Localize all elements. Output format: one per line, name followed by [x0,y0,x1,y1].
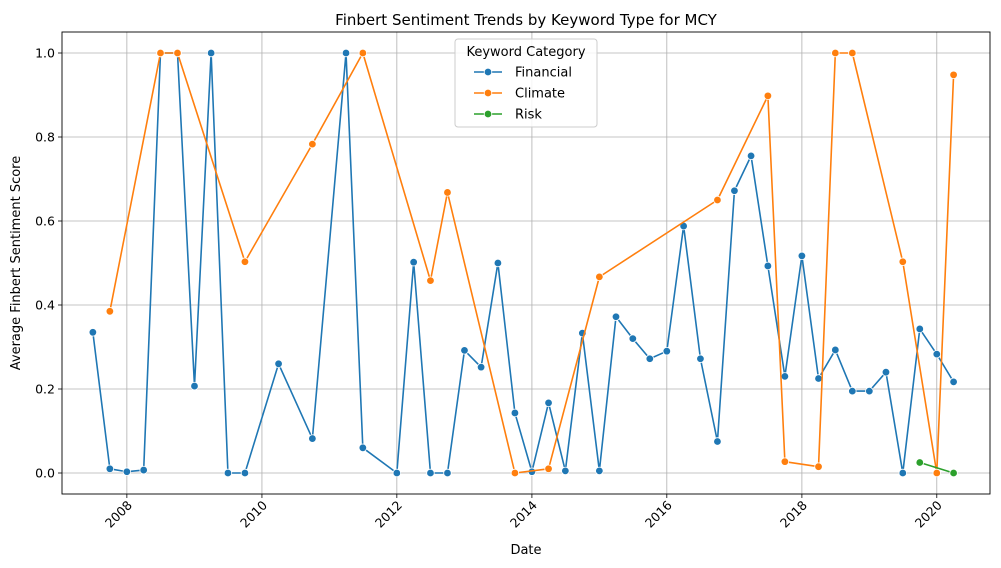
data-point-financial [426,468,435,478]
data-point-financial [308,434,317,443]
data-point-climate [426,276,435,285]
data-point-financial [662,347,672,356]
data-point-climate [240,257,250,266]
data-point-risk [949,468,958,478]
data-point-climate [898,257,907,266]
data-point-climate [156,48,165,58]
data-point-financial [409,257,418,267]
data-point-climate [932,468,941,478]
plot-frame [61,31,991,495]
series-risk [915,458,958,478]
x-tick-label: 2018 [777,497,810,530]
y-tick-label: 1.0 [35,46,55,61]
data-point-financial [122,467,132,476]
data-point-financial [915,324,924,334]
data-point-financial [865,386,874,396]
data-point-climate [848,48,857,58]
data-point-climate [358,48,368,58]
data-point-climate [510,468,520,478]
legend-marker-climate [483,88,493,98]
x-tick-label: 2014 [507,497,540,530]
data-point-climate [308,139,317,149]
data-point-financial [814,374,823,383]
data-point-climate [443,188,452,197]
x-tick-label: 2010 [237,497,270,530]
data-point-financial [881,368,891,377]
data-point-financial [223,468,233,478]
data-point-financial [763,261,773,271]
data-point-climate [173,48,182,58]
data-point-financial [460,346,469,355]
y-tick-label: 0.4 [35,298,55,313]
data-point-financial [88,328,98,337]
x-tick-label: 2012 [372,498,405,531]
data-point-financial [848,386,857,396]
legend-marker-risk [483,109,493,119]
data-point-financial [746,151,756,161]
data-point-financial [898,468,907,478]
data-point-climate [949,70,958,80]
data-point-financial [476,362,486,372]
data-point-risk [915,458,924,467]
data-point-financial [240,468,250,478]
data-point-financial [206,48,216,58]
data-point-financial [595,466,604,476]
legend: Keyword Category Financial Climate Risk [454,38,598,128]
y-tick-label: 0.8 [35,130,55,145]
data-point-financial [797,251,807,261]
data-point-climate [780,457,790,466]
data-point-financial [493,258,503,268]
data-point-financial [561,466,570,476]
series-climate [105,48,958,478]
data-point-financial [443,468,452,478]
legend-label-risk: Risk [515,108,542,123]
data-point-financial [730,186,739,195]
data-point-financial [105,464,115,473]
x-tick-label: 2008 [102,497,135,530]
data-point-financial [139,465,148,475]
data-point-financial [713,437,722,446]
legend-marker-financial [483,67,493,77]
data-point-financial [780,372,790,381]
data-point-financial [611,312,621,321]
data-point-financial [932,349,941,359]
data-point-climate [105,307,115,316]
legend-box [454,38,598,128]
data-point-financial [392,468,402,478]
y-tick-label: 0.2 [35,382,55,397]
data-point-climate [595,272,604,282]
data-point-climate [814,462,823,471]
legend-label-financial: Financial [515,66,572,81]
data-point-financial [274,359,283,368]
data-point-financial [190,381,199,391]
data-point-financial [831,345,840,355]
x-axis-label: Date [510,543,541,558]
data-point-climate [713,195,722,205]
series-line-risk [919,461,954,474]
y-tick-label: 0.6 [35,214,55,229]
data-point-financial [544,398,553,408]
data-point-financial [696,354,705,363]
y-axis-label: Average Finbert Sentiment Score [9,156,24,370]
data-point-financial [628,334,638,343]
data-point-climate [831,48,840,58]
legend-label-climate: Climate [515,87,565,102]
data-point-financial [510,408,520,418]
data-point-financial [645,354,655,363]
data-point-climate [544,464,553,473]
x-tick-label: 2016 [642,497,675,530]
data-point-financial [949,377,958,387]
x-tick-label: 2020 [912,497,945,530]
series-layer [88,48,958,478]
legend-title: Keyword Category [466,45,585,60]
data-point-climate [763,91,773,101]
chart-title: Finbert Sentiment Trends by Keyword Type… [335,11,717,29]
y-tick-label: 0.0 [35,466,55,481]
data-point-financial [358,443,368,452]
data-point-financial [341,48,351,58]
